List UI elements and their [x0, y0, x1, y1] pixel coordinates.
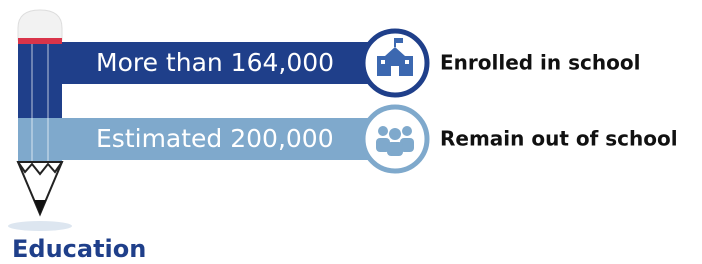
bar-caption: Enrolled in school: [440, 51, 640, 75]
bar-label: Estimated 200,000: [96, 124, 334, 153]
bar-caption: Remain out of school: [440, 127, 678, 151]
footer-title: Education: [12, 235, 146, 263]
infographic: More than 164,000 Enrolled in school Est…: [0, 0, 702, 264]
bar-label: More than 164,000: [96, 48, 334, 77]
